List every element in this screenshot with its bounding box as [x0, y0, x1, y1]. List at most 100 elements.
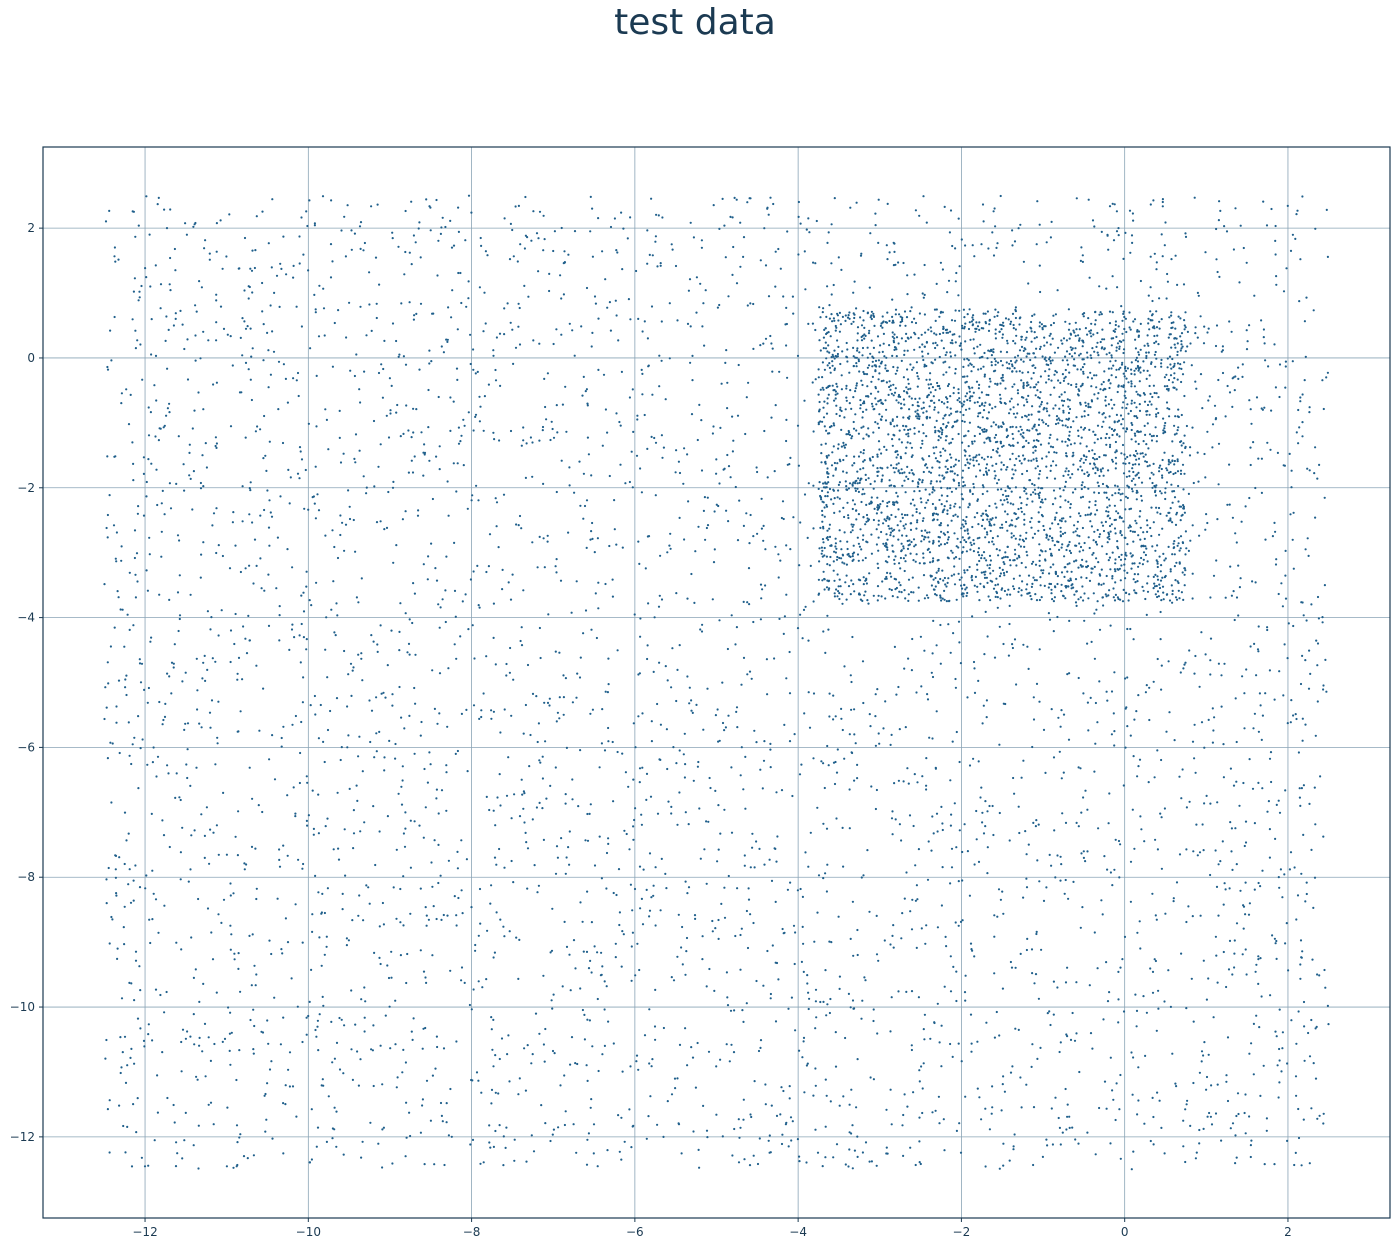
scatter-point	[862, 874, 865, 877]
scatter-point	[848, 1148, 851, 1151]
scatter-point	[189, 784, 192, 788]
scatter-point	[1080, 811, 1083, 814]
scatter-point	[1002, 463, 1005, 467]
scatter-point	[995, 506, 998, 509]
scatter-point	[1174, 579, 1177, 582]
scatter-point	[464, 239, 467, 242]
scatter-point	[1155, 484, 1158, 487]
scatter-point	[1214, 1112, 1218, 1115]
scatter-point	[523, 247, 527, 250]
scatter-point	[1048, 414, 1051, 417]
scatter-point	[241, 520, 244, 523]
scatter-point	[984, 800, 987, 803]
scatter-point	[759, 259, 762, 262]
scatter-point	[253, 964, 256, 967]
scatter-point	[1252, 441, 1255, 444]
scatter-point	[639, 907, 642, 910]
scatter-point	[925, 501, 928, 504]
scatter-point	[825, 827, 829, 830]
scatter-point	[609, 225, 613, 229]
scatter-point	[1148, 686, 1151, 689]
scatter-point	[1038, 880, 1041, 883]
scatter-point	[482, 429, 485, 432]
scatter-point	[1111, 311, 1114, 314]
scatter-point	[944, 935, 947, 939]
scatter-point	[445, 809, 448, 812]
scatter-point	[249, 327, 252, 330]
scatter-point	[833, 357, 836, 360]
scatter-point	[1068, 1126, 1071, 1129]
scatter-point	[324, 408, 327, 411]
scatter-point	[1228, 391, 1232, 394]
scatter-point	[1097, 354, 1100, 357]
scatter-point	[1050, 220, 1053, 223]
scatter-point	[735, 710, 738, 714]
scatter-point	[1217, 662, 1220, 665]
scatter-point	[1151, 970, 1155, 974]
scatter-point	[363, 241, 366, 245]
scatter-point	[1176, 378, 1179, 381]
scatter-point	[811, 381, 814, 384]
scatter-point	[447, 1134, 450, 1137]
scatter-point	[454, 615, 457, 618]
scatter-point	[134, 347, 137, 350]
scatter-point	[1195, 387, 1198, 390]
scatter-point	[875, 788, 879, 792]
scatter-point	[1082, 856, 1085, 860]
scatter-point	[889, 534, 892, 537]
scatter-point	[237, 952, 240, 955]
scatter-point	[565, 856, 568, 859]
scatter-point	[1192, 1081, 1195, 1085]
scatter-point	[1163, 1152, 1166, 1155]
scatter-point	[889, 1030, 892, 1033]
scatter-point	[732, 1051, 736, 1054]
scatter-point	[470, 499, 473, 502]
scatter-point	[1200, 721, 1204, 724]
scatter-point	[946, 541, 949, 545]
scatter-point	[1156, 544, 1159, 547]
scatter-point	[1299, 977, 1302, 980]
scatter-point	[266, 1082, 269, 1085]
scatter-point	[994, 423, 998, 426]
scatter-point	[542, 214, 545, 217]
scatter-point	[305, 570, 308, 573]
scatter-point	[814, 1027, 817, 1030]
scatter-point	[132, 879, 135, 882]
scatter-point	[373, 756, 376, 759]
scatter-point	[1191, 426, 1194, 429]
scatter-point	[550, 420, 553, 423]
scatter-point	[138, 662, 142, 665]
scatter-point	[1301, 739, 1304, 742]
scatter-point	[119, 608, 122, 611]
scatter-point	[876, 453, 879, 456]
scatter-point	[549, 784, 552, 788]
scatter-point	[1215, 885, 1219, 889]
scatter-point	[517, 1093, 520, 1096]
scatter-point	[505, 662, 508, 666]
scatter-point	[323, 334, 326, 337]
scatter-point	[1270, 207, 1273, 211]
scatter-point	[1243, 692, 1246, 695]
scatter-point	[1288, 452, 1291, 455]
scatter-point	[999, 898, 1003, 901]
scatter-point	[490, 717, 493, 720]
scatter-point	[1267, 365, 1270, 368]
scatter-point	[1014, 342, 1017, 345]
scatter-point	[190, 834, 193, 837]
scatter-point	[661, 216, 664, 219]
scatter-point	[962, 308, 966, 311]
scatter-point	[980, 571, 983, 574]
scatter-point	[320, 912, 323, 915]
scatter-point	[498, 847, 501, 851]
scatter-point	[1143, 400, 1147, 403]
scatter-point	[1075, 383, 1078, 386]
scatter-point	[456, 328, 459, 331]
scatter-point	[286, 794, 289, 797]
scatter-point	[593, 551, 596, 554]
scatter-point	[1313, 786, 1316, 789]
scatter-point	[937, 1095, 941, 1098]
scatter-point	[728, 1060, 731, 1063]
scatter-point	[994, 225, 997, 228]
scatter-point	[1289, 513, 1292, 516]
scatter-point	[441, 1120, 444, 1123]
